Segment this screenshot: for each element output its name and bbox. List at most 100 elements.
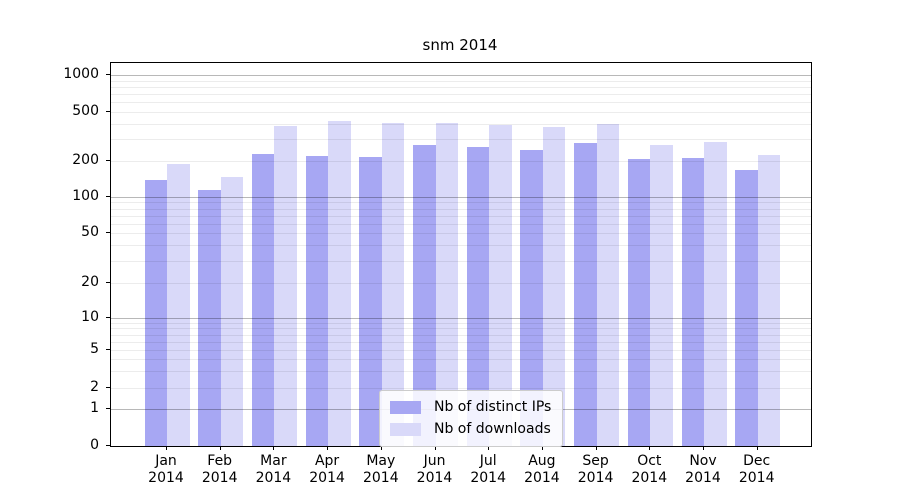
y-tick xyxy=(106,159,110,161)
legend-item-distinct-ips: Nb of distinct IPs xyxy=(390,396,551,418)
minor-gridline xyxy=(111,139,811,141)
x-tick xyxy=(541,446,543,450)
x-tick-year: 2014 xyxy=(201,470,238,486)
bar-ips-apr xyxy=(305,156,329,446)
chart-title: snm 2014 xyxy=(422,36,498,54)
bar-downloads-sep xyxy=(596,123,620,446)
y-tick-label: 100 xyxy=(72,188,99,204)
y-tick-label: 0 xyxy=(90,437,99,453)
y-tick-label: 2 xyxy=(90,378,99,395)
bar-ips-may xyxy=(359,156,382,446)
x-tick-year: 2014 xyxy=(738,470,775,486)
bar-ips-nov xyxy=(681,157,704,446)
x-tick-label: May 2014 xyxy=(351,453,411,487)
x-tick-label: Apr 2014 xyxy=(297,453,357,487)
x-tick-year: 2014 xyxy=(685,470,721,486)
bar-downloads-jul xyxy=(489,124,512,446)
legend-label-distinct-ips: Nb of distinct IPs xyxy=(434,399,552,415)
x-tick-label: Aug 2014 xyxy=(512,453,572,487)
x-tick-label: Dec 2014 xyxy=(727,453,787,487)
minor-gridline xyxy=(111,123,811,125)
y-tick xyxy=(106,317,110,318)
x-tick xyxy=(166,446,167,450)
bar-ips-aug xyxy=(520,150,543,446)
y-tick-label: 200 xyxy=(72,151,99,168)
legend-swatch-downloads xyxy=(390,422,421,436)
x-tick-year: 2014 xyxy=(524,470,560,486)
minor-gridline xyxy=(111,102,811,104)
bar-ips-jan xyxy=(144,180,167,446)
y-tick-label: 1000 xyxy=(63,66,99,83)
bar-ips-oct xyxy=(627,158,651,446)
x-tick-label: Nov 2014 xyxy=(673,453,733,487)
x-tick-label: Jun 2014 xyxy=(405,453,465,487)
x-tick-label: Mar 2014 xyxy=(243,453,303,487)
minor-gridline xyxy=(111,111,811,113)
legend-swatch-distinct-ips xyxy=(390,400,421,414)
minor-gridline xyxy=(111,87,811,89)
x-tick-year: 2014 xyxy=(470,470,506,486)
y-tick xyxy=(106,232,110,233)
y-tick xyxy=(106,281,110,283)
bar-ips-mar xyxy=(251,153,275,446)
x-tick xyxy=(219,446,221,450)
bar-downloads-may xyxy=(381,122,405,446)
bar-ips-jul xyxy=(466,146,490,446)
y-tick-label: 500 xyxy=(72,102,99,119)
x-tick xyxy=(649,446,651,450)
x-tick xyxy=(273,446,275,450)
x-tick-label: Jul 2014 xyxy=(458,453,518,487)
x-tick-year: 2014 xyxy=(362,470,399,486)
legend-item-downloads: Nb of downloads xyxy=(390,418,551,440)
y-tick xyxy=(106,196,110,197)
y-tick xyxy=(106,445,110,446)
bar-downloads-jan xyxy=(167,164,190,446)
x-tick-label: Feb 2014 xyxy=(190,453,250,487)
x-tick xyxy=(595,446,597,450)
bar-downloads-mar xyxy=(274,126,297,446)
y-tick xyxy=(106,349,110,351)
x-tick-year: 2014 xyxy=(309,470,345,486)
x-tick-year: 2014 xyxy=(631,470,668,486)
major-gridline xyxy=(111,75,811,77)
y-tick xyxy=(106,74,110,76)
x-tick xyxy=(756,446,758,450)
x-tick xyxy=(703,446,704,450)
bar-downloads-apr xyxy=(328,121,351,446)
y-tick xyxy=(106,407,110,409)
x-tick-year: 2014 xyxy=(255,470,292,486)
x-tick-year: 2014 xyxy=(148,470,184,486)
y-tick-label: 5 xyxy=(90,341,99,358)
y-tick-label: 50 xyxy=(81,224,99,240)
x-tick-year: 2014 xyxy=(416,470,453,486)
bar-ips-jun xyxy=(413,144,436,446)
x-tick-label: Jan 2014 xyxy=(136,453,196,487)
bar-ips-sep xyxy=(574,142,597,446)
y-tick-label: 10 xyxy=(81,309,99,325)
bar-ips-dec xyxy=(735,169,758,446)
bar-downloads-nov xyxy=(704,141,727,446)
bar-ips-feb xyxy=(198,190,221,446)
bar-downloads-dec xyxy=(757,155,781,446)
x-tick xyxy=(434,446,436,450)
bar-downloads-jun xyxy=(435,123,458,446)
minor-gridline xyxy=(111,94,811,96)
y-tick-label: 20 xyxy=(81,273,99,290)
x-tick-year: 2014 xyxy=(577,470,614,486)
y-tick-label: 1 xyxy=(90,399,99,416)
x-tick xyxy=(488,446,490,450)
plot-area xyxy=(110,62,812,447)
bar-downloads-aug xyxy=(542,126,566,446)
x-tick-label: Sep 2014 xyxy=(566,453,626,487)
bar-downloads-feb xyxy=(220,177,244,446)
x-tick xyxy=(327,446,329,450)
minor-gridline xyxy=(111,81,811,83)
legend: Nb of distinct IPs Nb of downloads xyxy=(379,390,564,447)
x-tick-label: Oct 2014 xyxy=(619,453,679,487)
bar-downloads-oct xyxy=(650,144,673,446)
legend-label-downloads: Nb of downloads xyxy=(434,421,551,437)
x-tick xyxy=(380,446,382,450)
y-tick xyxy=(106,110,110,112)
y-tick xyxy=(106,386,110,388)
